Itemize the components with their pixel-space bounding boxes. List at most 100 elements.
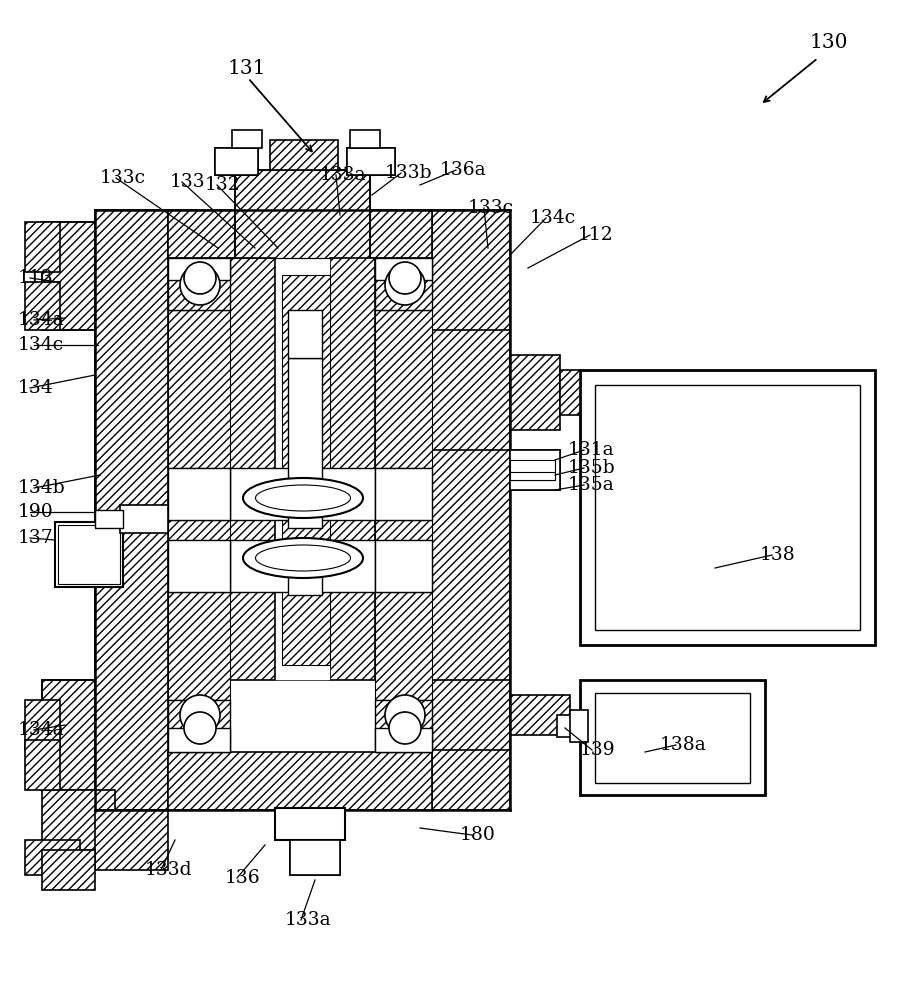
Circle shape (385, 695, 425, 735)
Bar (120, 505, 168, 533)
Bar (290, 840, 340, 875)
Text: 130: 130 (810, 32, 848, 51)
Polygon shape (275, 808, 345, 840)
Bar (168, 540, 230, 592)
Text: 133d: 133d (145, 861, 192, 879)
Polygon shape (375, 310, 432, 468)
Polygon shape (432, 330, 510, 450)
Circle shape (389, 712, 421, 744)
Text: 131a: 131a (568, 441, 615, 459)
Text: 180: 180 (460, 826, 496, 844)
Text: 136: 136 (225, 869, 261, 887)
Text: 133a: 133a (320, 166, 367, 184)
Polygon shape (95, 210, 168, 810)
Bar (570, 710, 588, 742)
Bar (375, 468, 432, 520)
Polygon shape (510, 355, 560, 430)
Polygon shape (25, 222, 60, 272)
Circle shape (184, 262, 216, 294)
Polygon shape (168, 728, 230, 752)
Text: 112: 112 (578, 226, 614, 244)
Polygon shape (432, 680, 510, 750)
Polygon shape (375, 258, 432, 310)
Polygon shape (215, 148, 258, 175)
Bar (350, 130, 380, 148)
Bar (510, 450, 560, 490)
Text: 131: 131 (228, 58, 266, 78)
Ellipse shape (243, 478, 363, 518)
Circle shape (184, 712, 216, 744)
Bar (288, 310, 322, 358)
Circle shape (180, 265, 220, 305)
Bar (215, 148, 258, 175)
Bar (510, 460, 555, 480)
Bar (55, 522, 123, 587)
Polygon shape (168, 592, 230, 700)
Bar (275, 808, 345, 840)
Bar (347, 148, 395, 175)
Polygon shape (235, 170, 370, 260)
Text: 133a: 133a (285, 911, 331, 929)
Polygon shape (230, 258, 275, 680)
Polygon shape (168, 310, 230, 468)
Bar (288, 545, 322, 595)
Polygon shape (270, 140, 338, 170)
Polygon shape (510, 695, 570, 735)
Text: 134a: 134a (18, 311, 65, 329)
Text: 134: 134 (18, 379, 54, 397)
Polygon shape (25, 282, 60, 330)
Text: 134c: 134c (18, 336, 64, 354)
Text: 138a: 138a (660, 736, 706, 754)
Polygon shape (168, 752, 432, 810)
Bar (95, 510, 123, 528)
Bar (510, 472, 555, 480)
Circle shape (385, 265, 425, 305)
Bar (230, 468, 375, 520)
Polygon shape (560, 370, 580, 415)
Polygon shape (168, 258, 230, 280)
Circle shape (180, 695, 220, 735)
Polygon shape (375, 728, 432, 752)
Text: 133c: 133c (468, 199, 514, 217)
Bar (58, 525, 120, 584)
Polygon shape (25, 700, 60, 750)
Text: 113: 113 (18, 269, 54, 287)
Text: 133c: 133c (100, 169, 146, 187)
Polygon shape (330, 258, 375, 680)
Bar (595, 385, 860, 630)
Polygon shape (432, 210, 510, 810)
Polygon shape (510, 450, 560, 490)
Bar (557, 715, 587, 737)
Text: 139: 139 (580, 741, 616, 759)
Polygon shape (290, 840, 340, 875)
Text: 135b: 135b (568, 459, 616, 477)
Polygon shape (168, 520, 230, 592)
Bar (375, 540, 432, 592)
Polygon shape (375, 592, 432, 700)
Text: 132: 132 (205, 176, 241, 194)
Bar (580, 370, 875, 645)
Polygon shape (375, 258, 432, 280)
Text: 138: 138 (760, 546, 796, 564)
Bar (275, 258, 330, 680)
Text: 133b: 133b (385, 164, 433, 182)
Bar (230, 540, 375, 592)
Text: 134a: 134a (18, 721, 65, 739)
Ellipse shape (243, 538, 363, 578)
Bar (288, 358, 322, 528)
Polygon shape (42, 222, 95, 330)
Polygon shape (168, 210, 432, 258)
Polygon shape (25, 740, 60, 790)
Text: 134b: 134b (18, 479, 66, 497)
Polygon shape (42, 850, 95, 890)
Circle shape (389, 262, 421, 294)
Polygon shape (42, 790, 115, 850)
Polygon shape (25, 840, 80, 875)
Bar (595, 693, 750, 783)
Text: 135a: 135a (568, 476, 615, 494)
Ellipse shape (255, 485, 350, 511)
Text: 190: 190 (18, 503, 54, 521)
Bar (232, 130, 262, 148)
Text: 134c: 134c (530, 209, 576, 227)
Bar (168, 468, 230, 520)
